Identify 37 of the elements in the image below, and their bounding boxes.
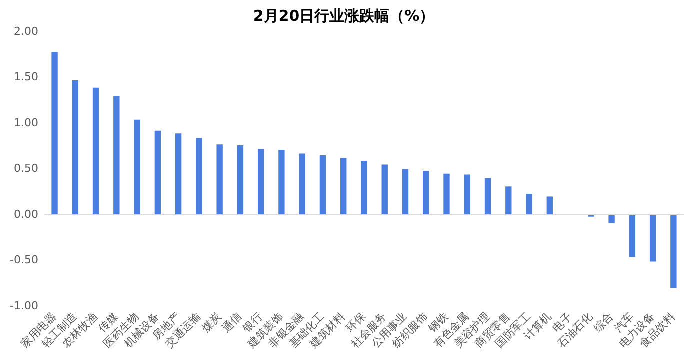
y-tick-label: 0.00 bbox=[14, 208, 38, 221]
y-tick-label: 0.50 bbox=[14, 162, 38, 176]
bar bbox=[52, 52, 58, 216]
bar bbox=[361, 161, 368, 216]
y-tick-label: 2.00 bbox=[14, 24, 38, 38]
bar bbox=[629, 215, 636, 258]
bar bbox=[320, 156, 326, 216]
chart-title: 2月20日行业涨跌幅（%） bbox=[253, 6, 435, 25]
bar bbox=[650, 215, 656, 262]
bar bbox=[134, 120, 140, 216]
bar bbox=[196, 138, 202, 216]
bar bbox=[402, 169, 409, 216]
bar bbox=[423, 171, 430, 216]
bar bbox=[608, 215, 615, 224]
bar bbox=[278, 150, 285, 216]
y-tick-label: -0.50 bbox=[10, 254, 38, 267]
bar bbox=[444, 174, 450, 216]
bar bbox=[237, 145, 244, 216]
bar bbox=[114, 96, 120, 216]
bar bbox=[506, 186, 512, 216]
bar bbox=[299, 154, 306, 216]
bar bbox=[484, 178, 492, 216]
bar bbox=[72, 80, 78, 216]
bar bbox=[175, 134, 182, 216]
bar bbox=[340, 158, 347, 216]
bar bbox=[154, 130, 162, 216]
bar bbox=[670, 215, 677, 288]
y-tick-label: -1.00 bbox=[10, 299, 38, 312]
bar bbox=[464, 174, 470, 216]
bar bbox=[258, 149, 264, 216]
bar bbox=[92, 88, 100, 216]
y-tick-label: 1.00 bbox=[14, 116, 38, 130]
bar bbox=[526, 194, 532, 216]
bar bbox=[382, 164, 388, 216]
y-tick-label: 1.50 bbox=[14, 70, 38, 84]
bar bbox=[546, 196, 553, 216]
bar bbox=[216, 144, 223, 216]
